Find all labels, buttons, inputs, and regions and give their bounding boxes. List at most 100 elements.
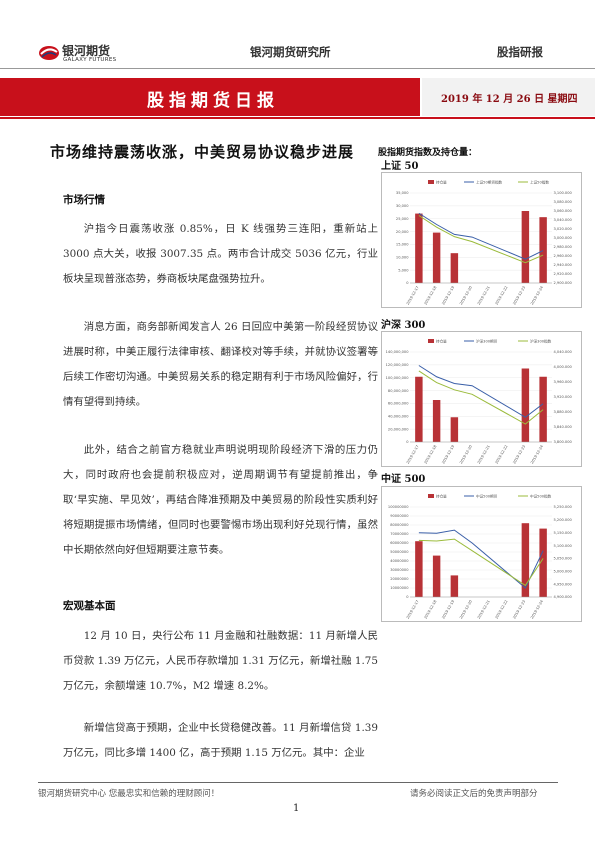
x-tick-label: 2019-12-20 [459,444,473,465]
y2-tick-label: 2,960.000 [554,254,573,258]
chart-title-zz500: 中证 500 [381,474,426,485]
paragraph: 12 月 10 日，央行公布 11 月金融和社融数据：11 月新增人民币贷款 1… [63,630,378,692]
y-tick-label: 30,000 [396,204,409,208]
y2-tick-label: 3,020.000 [554,227,573,231]
institute-name: 银河期货研究所 [250,45,331,59]
bar [432,555,441,597]
banner-divider [0,117,595,119]
y2-tick-label: 5,150.000 [554,531,573,535]
y-tick-label: 40,000,000 [388,414,409,418]
chart-title-sz50: 上证 50 [381,161,419,172]
x-tick-label: 2019-12-18 [424,599,438,620]
x-tick-label: 2019-12-22 [495,445,509,465]
bar [521,368,530,442]
banner-date-box [422,78,595,116]
series-line-futures [418,212,544,260]
x-tick-label: 2019-12-23 [512,600,526,620]
y2-tick-label: 2,920.000 [554,272,573,276]
x-tick-label: 2019-12-19 [441,444,455,465]
chart-svg: 持仓量 中证500期货 中证500指数 0 10000000 20000000 300000… [388,494,573,620]
legend-label: 沪深300指数 [530,339,552,344]
logo-english: GALAXY FUTURES [63,57,117,63]
bar [539,217,547,283]
y-tick-label: 0 [406,440,409,444]
chart-zz500: 持仓量 中证500期货 中证500指数 0 10000000 20000000 300000… [381,486,582,622]
x-tick-label: 2019-12-22 [495,600,509,620]
y-tick-label: 20000000 [390,577,409,581]
x-tick-label: 2019-12-20 [459,285,473,306]
chart-hs300: 持仓量 沪深300期货 沪深300指数 0 20,000,000 40,000,000 60… [381,331,582,467]
banner-title: 股指期货日报 [147,91,279,111]
y2-tick-label: 3,040.000 [554,218,573,222]
y-tick-label: 35,000 [396,191,409,195]
legend-label: 上证50指数 [530,180,549,185]
y-tick-label: 70000000 [390,532,409,536]
legend-label: 上证50期货指数 [476,180,503,185]
y2-tick-label: 3,000.000 [554,236,573,240]
y2-tick-label: 4,950.000 [554,582,573,586]
footer-divider [38,782,558,783]
y-tick-label: 30000000 [390,568,409,572]
paragraph: 消息方面，商务部新闻发言人 26 日回应中美第一阶段经贸协议进展时称，中美正履行… [63,321,378,408]
section-heading-macro: 宏观基本面 [63,600,116,612]
y-tick-label: 15,000 [396,243,409,247]
y-tick-label: 0 [406,595,409,599]
x-tick-label: 2019-12-23 [512,445,526,465]
x-tick-label: 2019-12-19 [441,285,455,306]
y2-tick-label: 2,940.000 [554,263,573,267]
x-tick-label: 2019-12-24 [530,444,544,465]
chart-title-hs300: 沪深 300 [381,320,426,331]
x-tick-label: 2019-12-17 [406,445,420,465]
chart-svg: 持仓量 沪深300期货 沪深300指数 0 20,000,000 40,000,000 60… [386,339,573,465]
x-tick-label: 2019-12-21 [477,445,491,465]
y2-tick-label: 5,200.000 [554,518,573,522]
y2-tick-label: 3,800.000 [554,440,573,444]
y2-tick-label: 5,000.000 [554,569,573,573]
y-tick-label: 90000000 [390,514,409,518]
x-tick-label: 2019-12-21 [477,600,491,620]
y2-tick-label: 3,060.000 [554,209,573,213]
bar [521,211,530,283]
header-divider [0,68,595,69]
legend-swatch-bar [428,339,434,343]
bar [415,376,423,442]
series-line-futures [418,365,544,418]
x-tick-label: 2019-12-19 [441,599,455,620]
y2-tick-label: 3,920.000 [554,395,573,399]
bar [450,575,459,597]
y-tick-label: 120,000,000 [386,363,410,367]
bar [450,253,459,283]
y-tick-label: 20,000 [396,230,409,234]
y2-tick-label: 5,050.000 [554,557,573,561]
legend-label: 中证500指数 [530,494,552,499]
sidebar-heading: 股指期货指数及持仓量： [378,148,478,158]
article-title: 市场维持震荡收涨，中美贸易协议稳步进展 [50,143,355,161]
y2-tick-label: 4,000.000 [554,365,573,369]
y-tick-label: 40000000 [390,559,409,563]
y2-tick-label: 5,250.000 [554,505,573,509]
y-tick-label: 10,000 [396,255,409,259]
y-tick-label: 140,000,000 [386,350,410,354]
legend-label: 持仓量 [436,180,447,185]
section-heading-market: 市场行情 [63,194,105,206]
galaxy-logo-icon [39,46,59,60]
x-tick-label: 2019-12-24 [530,285,544,306]
series-line-index [418,370,544,425]
y-tick-label: 80,000,000 [388,389,409,393]
bar [521,523,530,597]
series-line-index [418,215,544,264]
paragraph: 此外，结合之前官方稳就业声明说明现阶段经济下滑的压力仍大，同时政府也会提前积极应… [63,444,378,556]
x-tick-label: 2019-12-24 [530,599,544,620]
series-line-index [418,538,544,587]
x-tick-label: 2019-12-22 [495,286,509,306]
y2-tick-label: 3,960.000 [554,380,573,384]
banner-red-block [0,78,420,116]
footer-disclaimer: 请务必阅读正文后的免责声明部分 [410,789,538,799]
x-tick-label: 2019-12-18 [424,285,438,306]
y-tick-label: 60,000,000 [388,402,409,406]
report-date: 2019 年 12 月 26 日 星期四 [441,94,578,105]
y2-tick-label: 4,900.000 [554,595,573,599]
y-tick-label: 80000000 [390,523,409,527]
bar [415,213,423,283]
y-tick-label: 25,000 [396,217,409,221]
